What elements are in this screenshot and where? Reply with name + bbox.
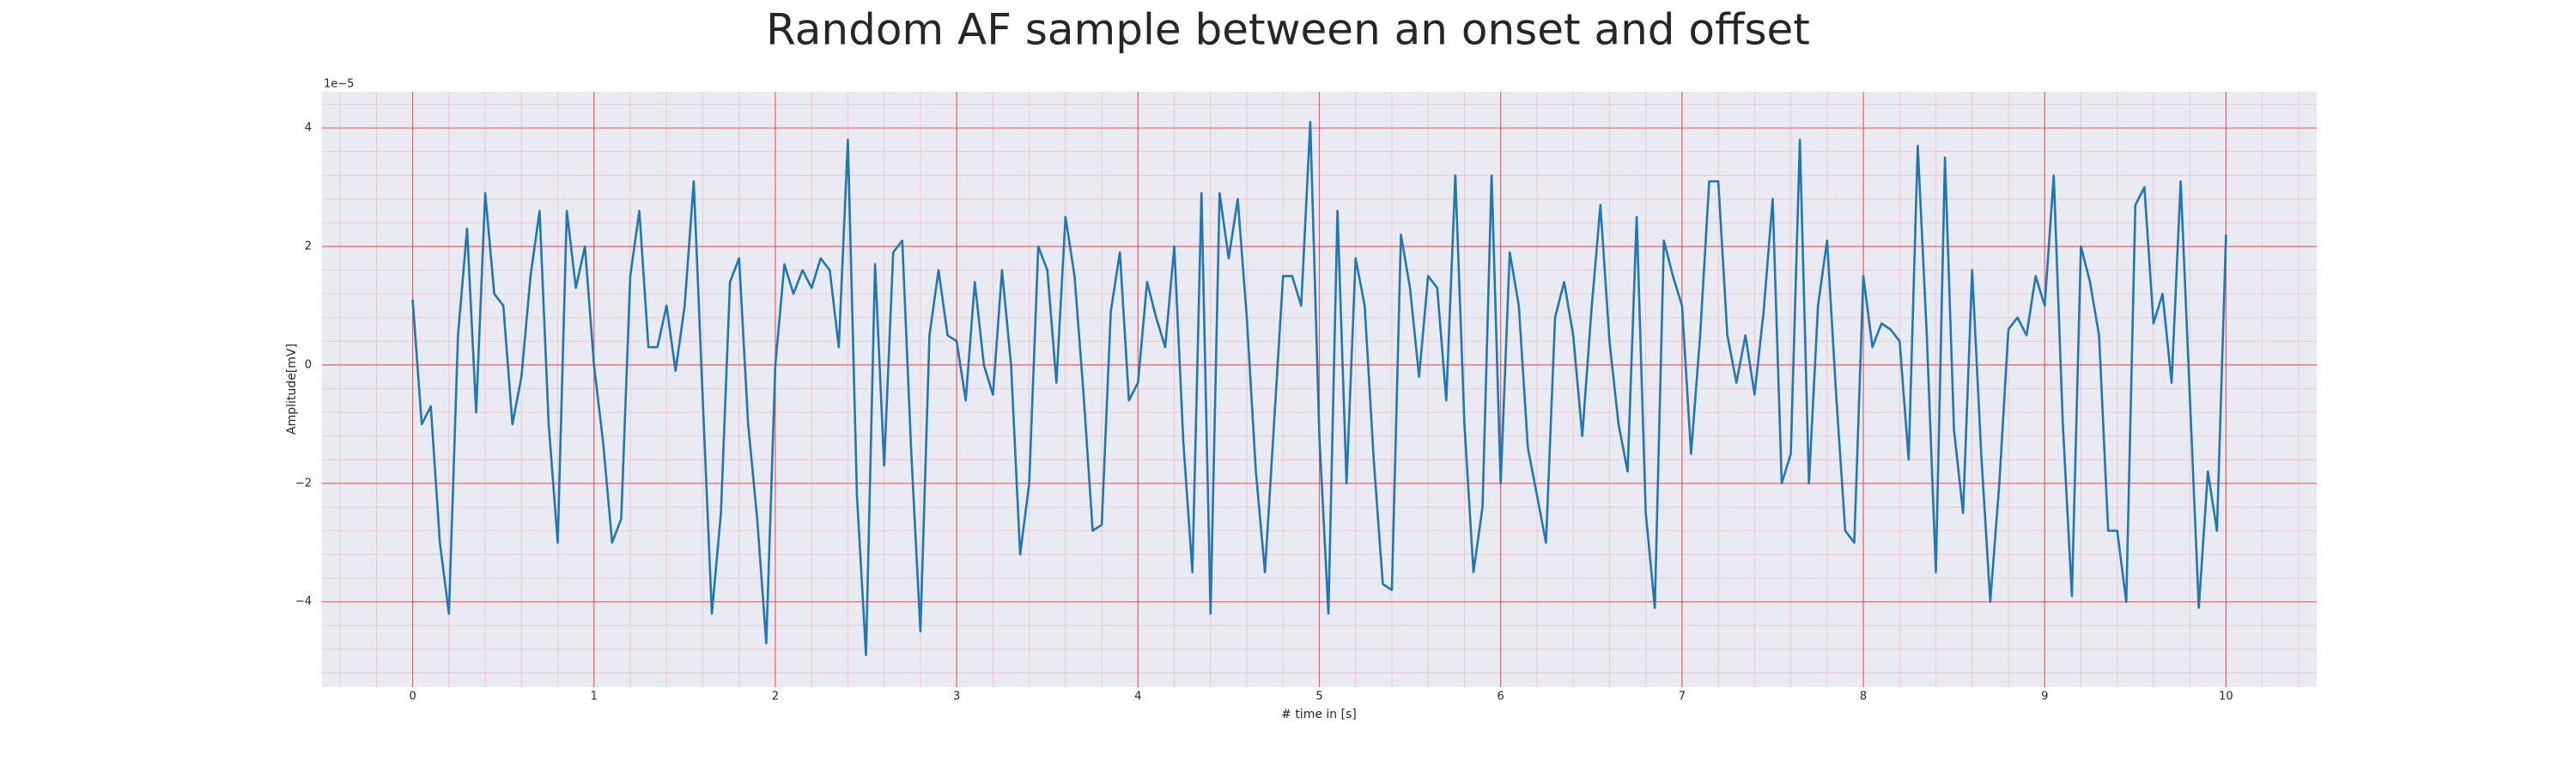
x-tick-label: 8	[1860, 691, 1867, 703]
y-tick-label: 0	[305, 358, 312, 371]
data-line	[411, 120, 2227, 657]
x-tick-label: 6	[1498, 691, 1504, 703]
x-tick-label: 4	[1134, 691, 1141, 703]
x-tick-label: 2	[772, 691, 779, 703]
y-tick-label: −4	[295, 595, 312, 608]
x-axis-label: # time in [s]	[1281, 708, 1357, 721]
x-tick-label: 10	[2219, 691, 2233, 703]
y-tick-label: −2	[295, 477, 312, 490]
x-tick-label: 1	[591, 691, 598, 703]
chart-title: Random AF sample between an onset and of…	[766, 5, 1810, 55]
y-tick-label: 4	[305, 122, 312, 135]
x-tick-label: 5	[1315, 691, 1322, 703]
x-tick-label: 3	[953, 691, 960, 703]
y-tick-label: 2	[305, 240, 312, 253]
x-tick-label: 0	[409, 691, 416, 703]
x-tick-label: 7	[1679, 691, 1686, 703]
y-axis-label: Amplitude[mV]	[285, 344, 299, 435]
x-tick-label: 9	[2041, 691, 2048, 703]
y-offset-label: 1e−5	[324, 78, 354, 91]
